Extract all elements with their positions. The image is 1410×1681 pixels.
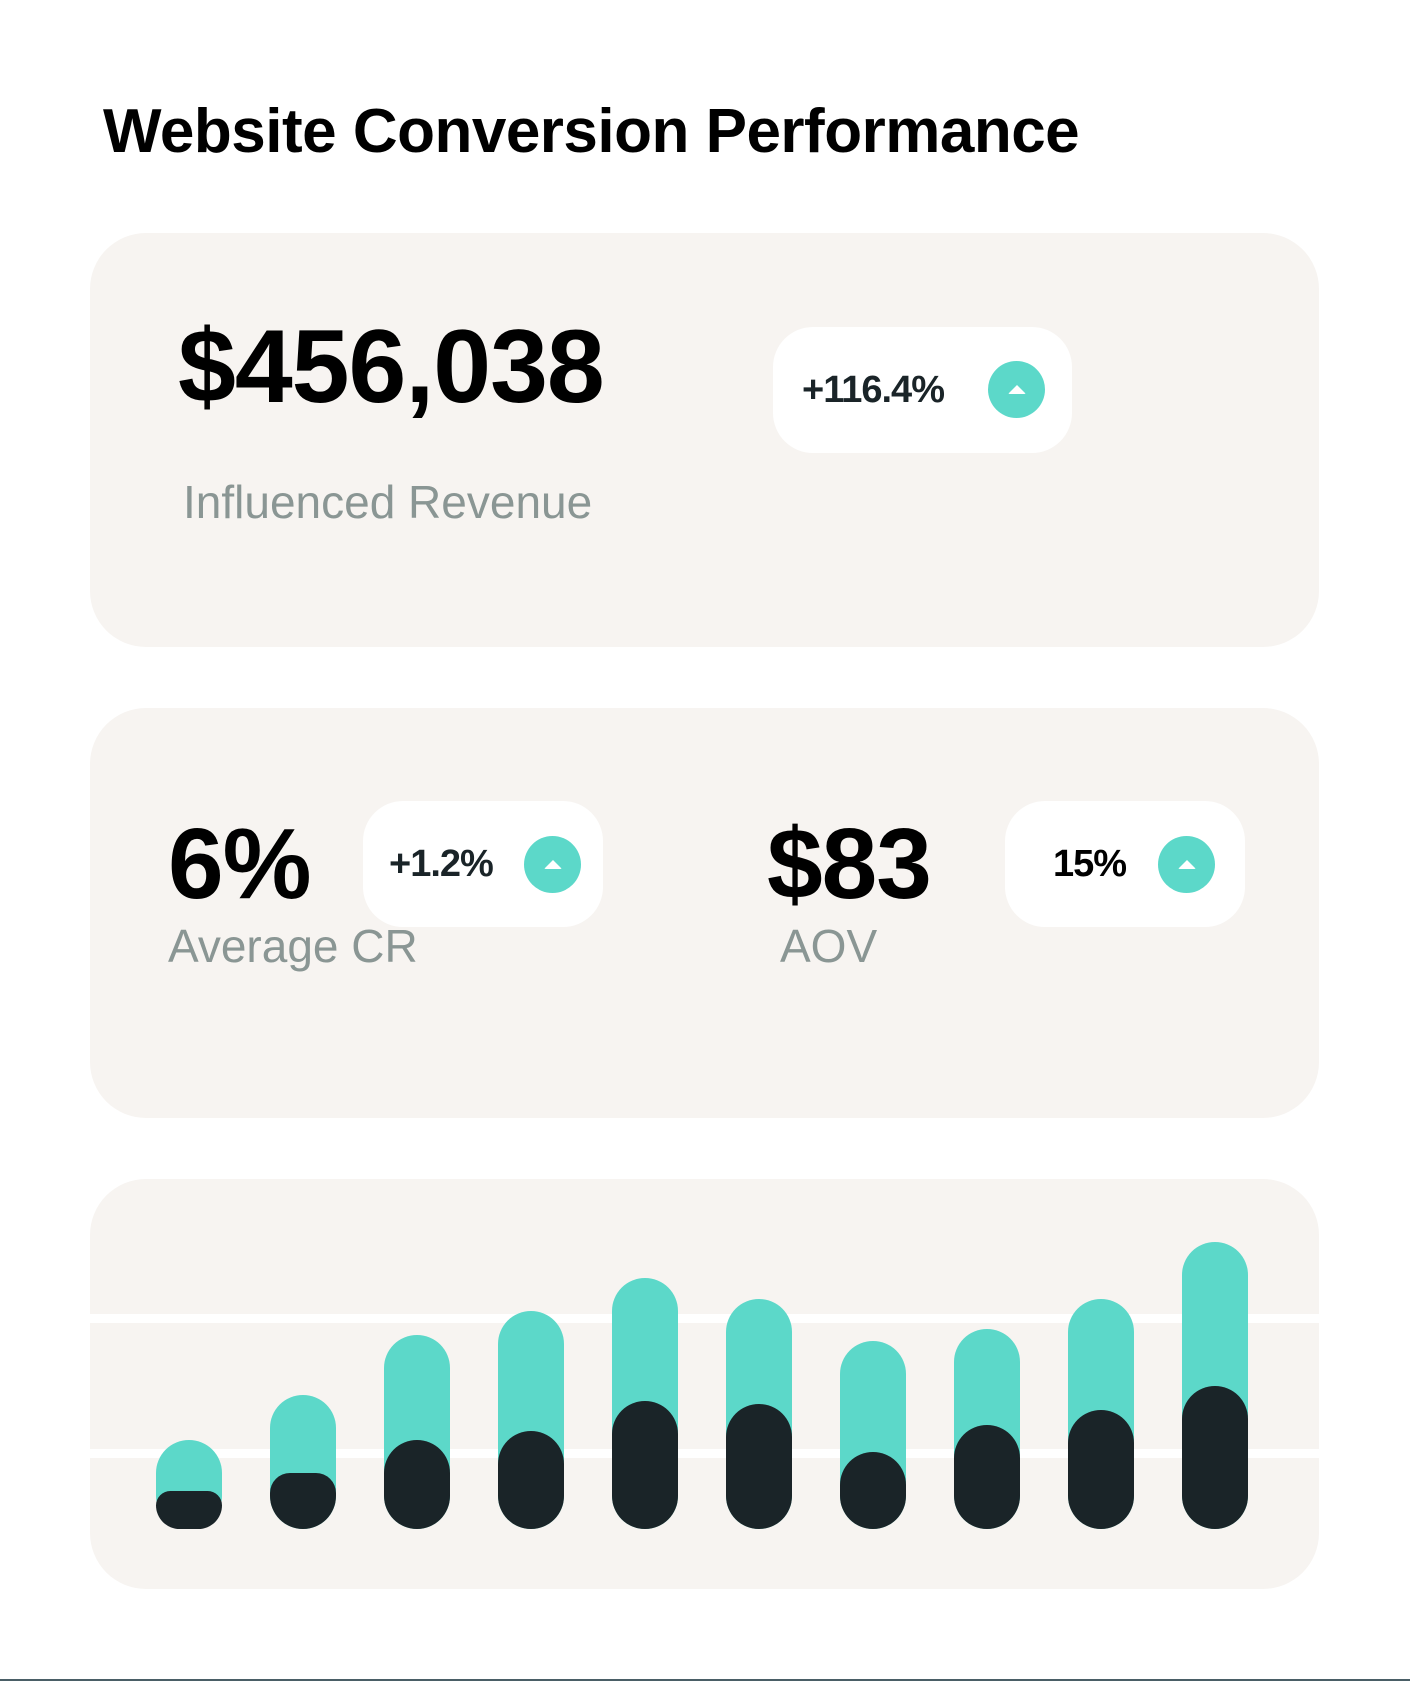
bar-part-8 bbox=[954, 1425, 1020, 1529]
aov-value: $83 bbox=[767, 808, 932, 920]
gridline bbox=[90, 1314, 1319, 1323]
aov-label: AOV bbox=[780, 920, 878, 972]
revenue-change-text: +116.4% bbox=[802, 368, 945, 411]
bar-chart-card bbox=[90, 1179, 1319, 1589]
gridline bbox=[90, 1449, 1319, 1458]
cr-value: 6% bbox=[168, 808, 312, 920]
bar-part-10 bbox=[1182, 1386, 1248, 1529]
bottom-divider bbox=[0, 1679, 1410, 1681]
bar-part-6 bbox=[726, 1404, 792, 1529]
bar-part-9 bbox=[1068, 1410, 1134, 1529]
aov-change-text: 15% bbox=[1053, 842, 1127, 885]
page-title: Website Conversion Performance bbox=[103, 97, 1080, 166]
arrow-up-icon bbox=[524, 836, 581, 893]
revenue-change-badge: +116.4% bbox=[773, 327, 1072, 453]
revenue-card: $456,038 +116.4% Influenced Revenue bbox=[90, 233, 1319, 647]
bar-part-2 bbox=[270, 1473, 336, 1529]
bar-part-3 bbox=[384, 1440, 450, 1529]
cr-change-text: +1.2% bbox=[389, 842, 494, 885]
bar-part-1 bbox=[156, 1491, 222, 1529]
cr-change-badge: +1.2% bbox=[363, 801, 603, 927]
metrics-card: 6% +1.2% Average CR $83 15% AOV bbox=[90, 708, 1319, 1118]
aov-change-badge: 15% bbox=[1005, 801, 1245, 927]
arrow-up-icon bbox=[988, 361, 1045, 418]
cr-label: Average CR bbox=[168, 920, 418, 972]
arrow-up-icon bbox=[1158, 836, 1215, 893]
bar-part-4 bbox=[498, 1431, 564, 1529]
revenue-label: Influenced Revenue bbox=[183, 476, 593, 528]
revenue-value: $456,038 bbox=[178, 309, 605, 425]
bar-part-5 bbox=[612, 1401, 678, 1529]
bar-part-7 bbox=[840, 1452, 906, 1529]
